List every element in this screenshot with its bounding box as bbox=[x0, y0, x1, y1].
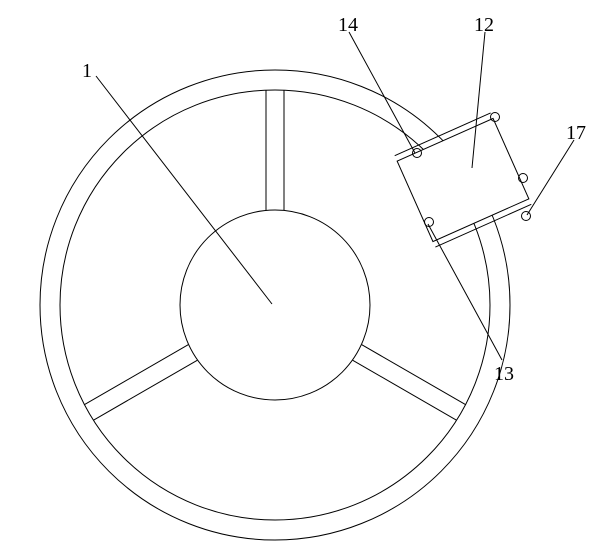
label-17: 17 bbox=[566, 122, 586, 145]
label-14: 14 bbox=[338, 14, 358, 37]
label-12: 12 bbox=[474, 14, 494, 37]
label-1: 1 bbox=[82, 60, 92, 83]
steering-wheel bbox=[40, 70, 510, 540]
hub-circle bbox=[180, 210, 370, 400]
label-13: 13 bbox=[494, 363, 514, 386]
leader-17 bbox=[527, 140, 574, 215]
fastener-2 bbox=[491, 113, 500, 122]
fastener-4 bbox=[522, 212, 531, 221]
